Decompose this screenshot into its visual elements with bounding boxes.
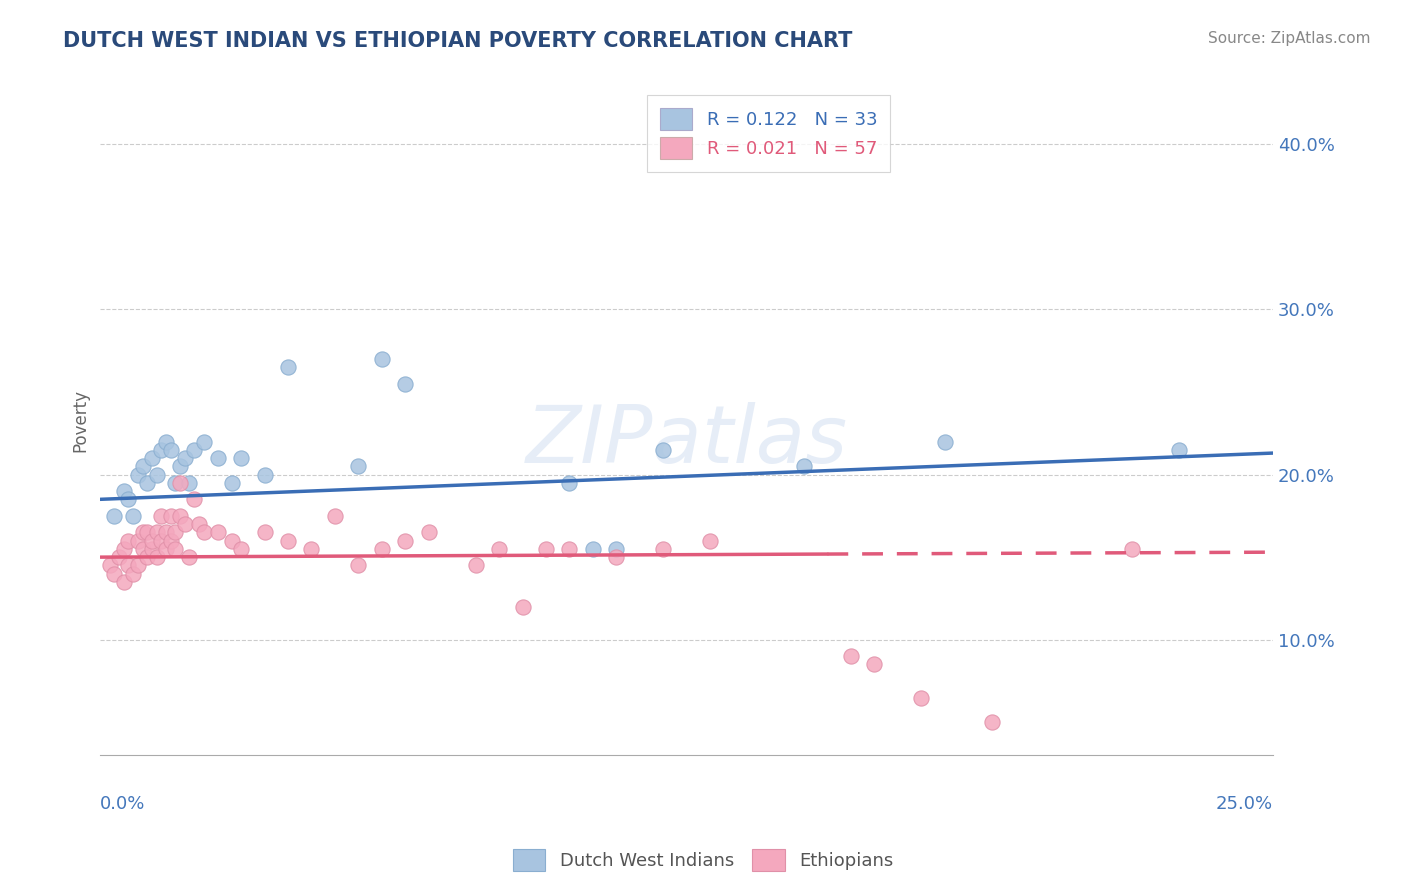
Point <box>112 484 135 499</box>
Point <box>145 467 167 482</box>
Point <box>229 541 252 556</box>
Point <box>277 360 299 375</box>
Point <box>169 475 191 490</box>
Point <box>165 541 187 556</box>
Point <box>179 550 201 565</box>
Point <box>103 508 125 523</box>
Point <box>464 558 486 573</box>
Point <box>207 525 229 540</box>
Point <box>117 533 139 548</box>
Text: 0.0%: 0.0% <box>100 796 146 814</box>
Point <box>652 442 675 457</box>
Point <box>418 525 440 540</box>
Y-axis label: Poverty: Poverty <box>72 389 89 452</box>
Point <box>179 475 201 490</box>
Point <box>145 525 167 540</box>
Point <box>394 376 416 391</box>
Text: DUTCH WEST INDIAN VS ETHIOPIAN POVERTY CORRELATION CHART: DUTCH WEST INDIAN VS ETHIOPIAN POVERTY C… <box>63 31 852 51</box>
Point <box>253 525 276 540</box>
Point <box>534 541 557 556</box>
Point <box>141 541 163 556</box>
Point <box>169 459 191 474</box>
Point <box>183 492 205 507</box>
Point <box>347 459 370 474</box>
Point <box>159 442 181 457</box>
Point <box>165 525 187 540</box>
Point <box>108 550 131 565</box>
Point <box>112 541 135 556</box>
Point <box>141 450 163 465</box>
Point <box>127 533 149 548</box>
Point <box>558 541 581 556</box>
Point <box>127 467 149 482</box>
Point <box>131 541 153 556</box>
Point <box>103 566 125 581</box>
Text: Source: ZipAtlas.com: Source: ZipAtlas.com <box>1208 31 1371 46</box>
Point <box>910 690 932 705</box>
Point <box>165 475 187 490</box>
Point <box>150 533 173 548</box>
Point <box>155 525 177 540</box>
Point <box>117 492 139 507</box>
Point <box>112 574 135 589</box>
Point <box>136 550 159 565</box>
Point <box>323 508 346 523</box>
Point <box>117 558 139 573</box>
Point <box>839 649 862 664</box>
Point <box>512 599 534 614</box>
Point <box>558 475 581 490</box>
Point <box>145 550 167 565</box>
Point <box>394 533 416 548</box>
Point <box>183 442 205 457</box>
Point <box>141 533 163 548</box>
Point <box>699 533 721 548</box>
Point <box>488 541 510 556</box>
Point <box>277 533 299 548</box>
Point <box>131 459 153 474</box>
Point <box>221 533 243 548</box>
Point <box>253 467 276 482</box>
Point <box>173 450 195 465</box>
Text: 25.0%: 25.0% <box>1216 796 1272 814</box>
Point <box>605 541 627 556</box>
Point <box>187 517 209 532</box>
Point <box>136 475 159 490</box>
Point <box>136 525 159 540</box>
Legend: Dutch West Indians, Ethiopians: Dutch West Indians, Ethiopians <box>506 842 900 879</box>
Point <box>605 550 627 565</box>
Point <box>301 541 323 556</box>
Point <box>229 450 252 465</box>
Point <box>122 566 145 581</box>
Point <box>863 657 886 672</box>
Point <box>371 541 394 556</box>
Point <box>155 541 177 556</box>
Point <box>131 525 153 540</box>
Point <box>150 508 173 523</box>
Point <box>159 508 181 523</box>
Point <box>371 351 394 366</box>
Point <box>98 558 121 573</box>
Point <box>193 434 215 449</box>
Point <box>159 533 181 548</box>
Point <box>150 442 173 457</box>
Point <box>347 558 370 573</box>
Point <box>155 434 177 449</box>
Point <box>122 508 145 523</box>
Point <box>652 541 675 556</box>
Point <box>1168 442 1191 457</box>
Point <box>793 459 815 474</box>
Point <box>221 475 243 490</box>
Point <box>980 715 1002 730</box>
Point <box>169 508 191 523</box>
Point <box>127 558 149 573</box>
Point <box>173 517 195 532</box>
Legend: R = 0.122   N = 33, R = 0.021   N = 57: R = 0.122 N = 33, R = 0.021 N = 57 <box>647 95 890 172</box>
Point <box>207 450 229 465</box>
Point <box>1121 541 1143 556</box>
Text: ZIPatlas: ZIPatlas <box>526 402 848 480</box>
Point <box>193 525 215 540</box>
Point <box>582 541 605 556</box>
Point <box>934 434 956 449</box>
